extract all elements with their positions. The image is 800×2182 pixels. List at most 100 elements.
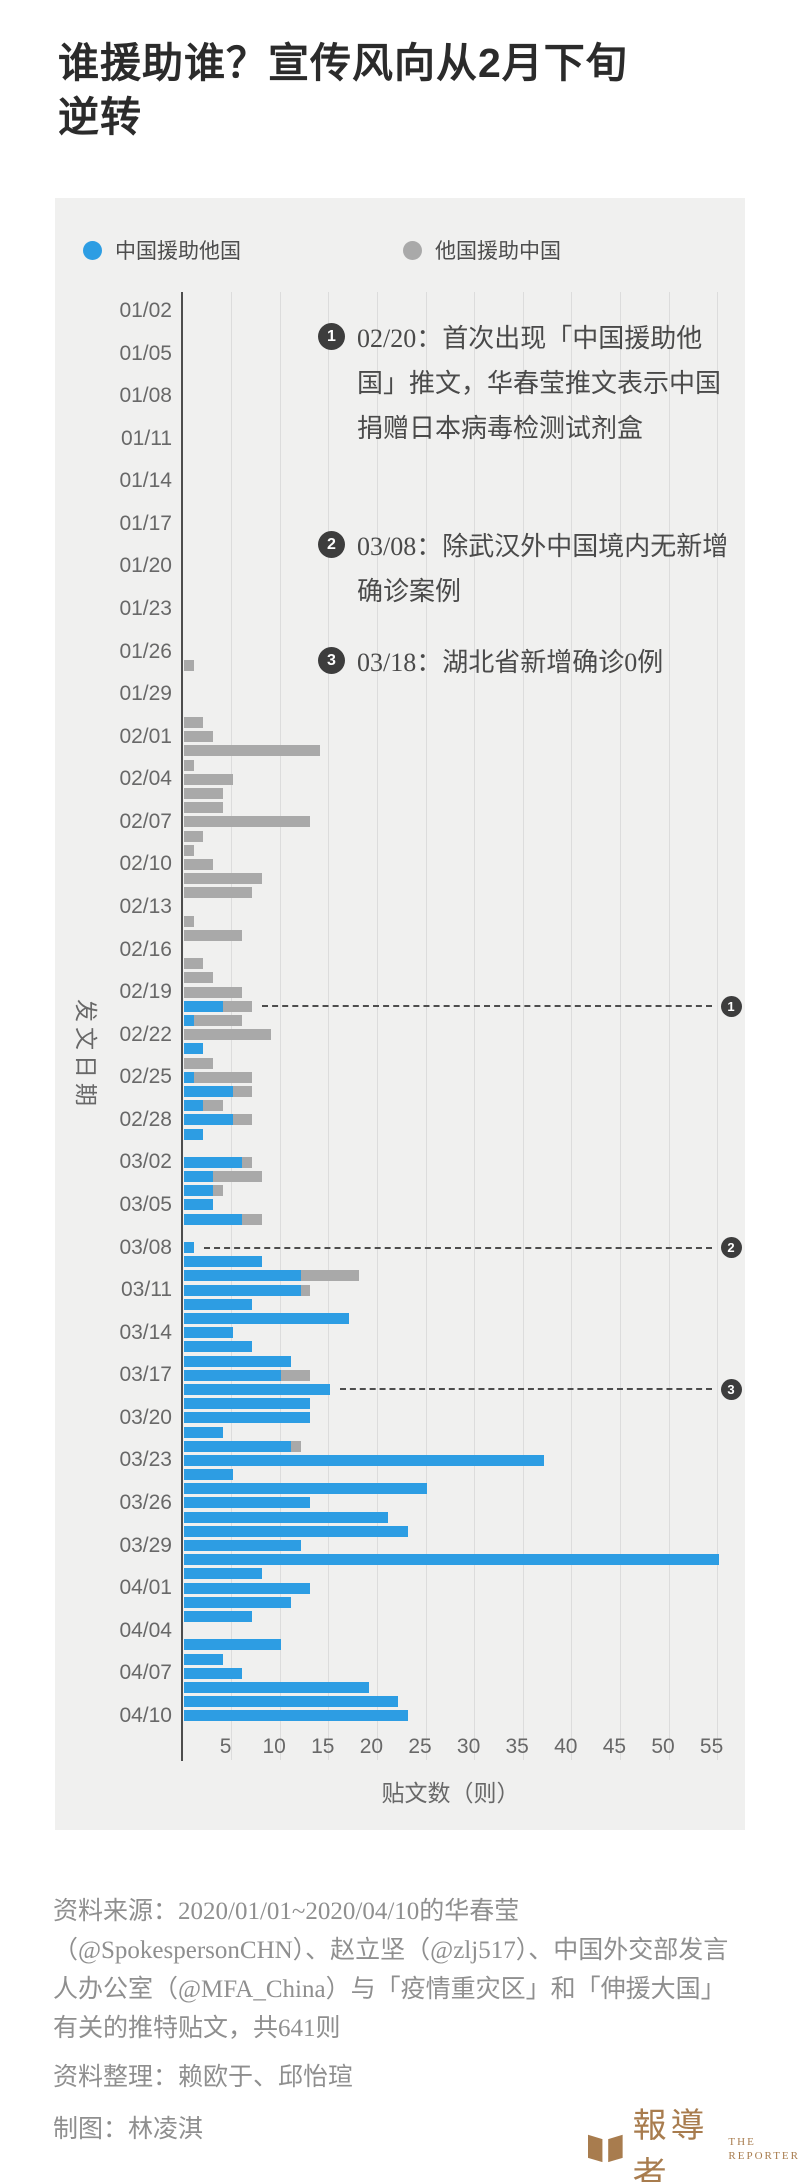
others-bar-segment [184,844,194,856]
y-tick-label: 02/10 [119,852,172,876]
others-bar-segment [184,1057,214,1069]
x-tick-label: 10 [262,1735,286,1758]
bar-row [184,1015,243,1026]
china-bar-segment [184,1667,243,1679]
bar-row [184,1696,398,1708]
china-bar-segment [184,1242,194,1254]
bar-row [184,1114,253,1126]
gridline [425,292,427,1760]
bar-row [184,830,204,842]
annotation-1-text: 02/20：首次出现「中国援助他国」推文，华春莹推文表示中国捐赠日本病毒检测试剂… [357,324,722,443]
annotation-marker-badge: 2 [720,1237,742,1259]
bar-row [184,1085,253,1097]
y-tick-label: 03/11 [121,1278,172,1302]
others-bar-segment [184,717,204,728]
bar-row [184,1681,369,1693]
bar-row [184,1185,223,1197]
bar-row [184,1610,253,1622]
annotation-3-text: 03/18：湖北省新增确诊0例 [357,648,664,677]
y-tick-label: 01/29 [119,682,172,706]
china-bar-segment [184,1100,204,1112]
others-bar-segment [184,986,243,998]
y-tick-label: 01/23 [119,596,172,620]
china-bar-segment [184,1596,291,1608]
others-bar-segment [242,1213,262,1225]
china-bar-segment [184,1327,233,1339]
china-bar-segment [184,1071,194,1083]
y-tick-label: 01/14 [119,469,172,493]
brand-en-line2: REPORTER [728,2150,800,2162]
brand-en-line1: THE [728,2136,756,2148]
annotation-2-number-badge: 2 [318,531,345,558]
others-bar-segment [232,1114,253,1126]
others-bar-segment [184,858,214,870]
china-bar-segment [184,1355,291,1367]
y-tick-label: 02/16 [119,937,172,961]
china-bar-segment [184,1043,204,1055]
y-tick-label: 03/20 [119,1405,172,1429]
bar-row [184,816,311,828]
others-bar-segment [184,929,243,941]
bar-row [184,1440,301,1452]
annotation-2-text: 03/08：除武汉外中国境内无新增确诊案例 [357,532,729,606]
others-bar-segment [184,660,194,672]
bar-row [184,1454,544,1466]
bar-row [184,1312,350,1324]
bar-row [184,1341,253,1353]
china-bar-segment [184,1681,369,1693]
gridline [474,292,476,1760]
china-bar-segment [184,1483,427,1495]
bar-row [184,1057,214,1069]
brand-name-cjk: 報導者 [632,2108,709,2182]
china-bar-segment [184,1540,301,1552]
china-bar-segment [184,1298,253,1310]
others-bar-segment [193,1015,243,1026]
y-tick-label: 03/23 [119,1448,172,1472]
others-bar-segment [213,1185,223,1197]
y-tick-label: 03/05 [119,1192,172,1216]
open-book-logo-icon [588,2134,623,2163]
china-bar-segment [184,1398,311,1410]
bar-row [184,1029,272,1041]
y-axis-line [181,292,183,1761]
x-tick-label: 35 [505,1735,529,1758]
bar-row [184,1298,253,1310]
legend-dot-blue-icon [83,240,102,260]
bar-row [184,929,243,941]
china-bar-segment [184,1171,214,1183]
annotation-dash-line [339,1388,712,1391]
others-bar-segment [232,1085,253,1097]
china-bar-segment [184,1199,214,1211]
china-bar-segment [184,1610,253,1622]
bar-row [184,1128,204,1140]
y-tick-label: 02/22 [119,1022,172,1046]
x-tick-label: 25 [408,1735,432,1758]
y-tick-label: 03/14 [119,1320,172,1344]
bar-row [184,1369,311,1381]
others-bar-segment [184,745,321,757]
china-bar-segment [184,1454,544,1466]
bar-row [184,1071,253,1083]
others-bar-segment [184,787,223,799]
bar-row [184,1355,291,1367]
bar-row [184,773,233,785]
china-bar-segment [184,1185,214,1197]
bar-row [184,1653,223,1665]
gridline [376,292,378,1760]
others-bar-segment [184,830,204,842]
legend-item-others-aid-china: 他国援助中国 [403,239,561,263]
others-bar-segment [184,972,214,984]
bar-row [184,1710,408,1722]
china-bar-segment [184,1653,223,1665]
x-tick-label: 30 [456,1735,481,1758]
bar-row [184,915,194,927]
legend-label: 他国援助中国 [435,240,561,263]
bar-row [184,1483,427,1495]
bar-row [184,844,194,856]
others-bar-segment [281,1369,311,1381]
others-bar-segment [213,1171,262,1183]
annotation-3: 3 03/18：湖北省新增确诊0例 [318,640,729,685]
legend-item-china-aids-others: 中国援助他国 [83,239,241,263]
